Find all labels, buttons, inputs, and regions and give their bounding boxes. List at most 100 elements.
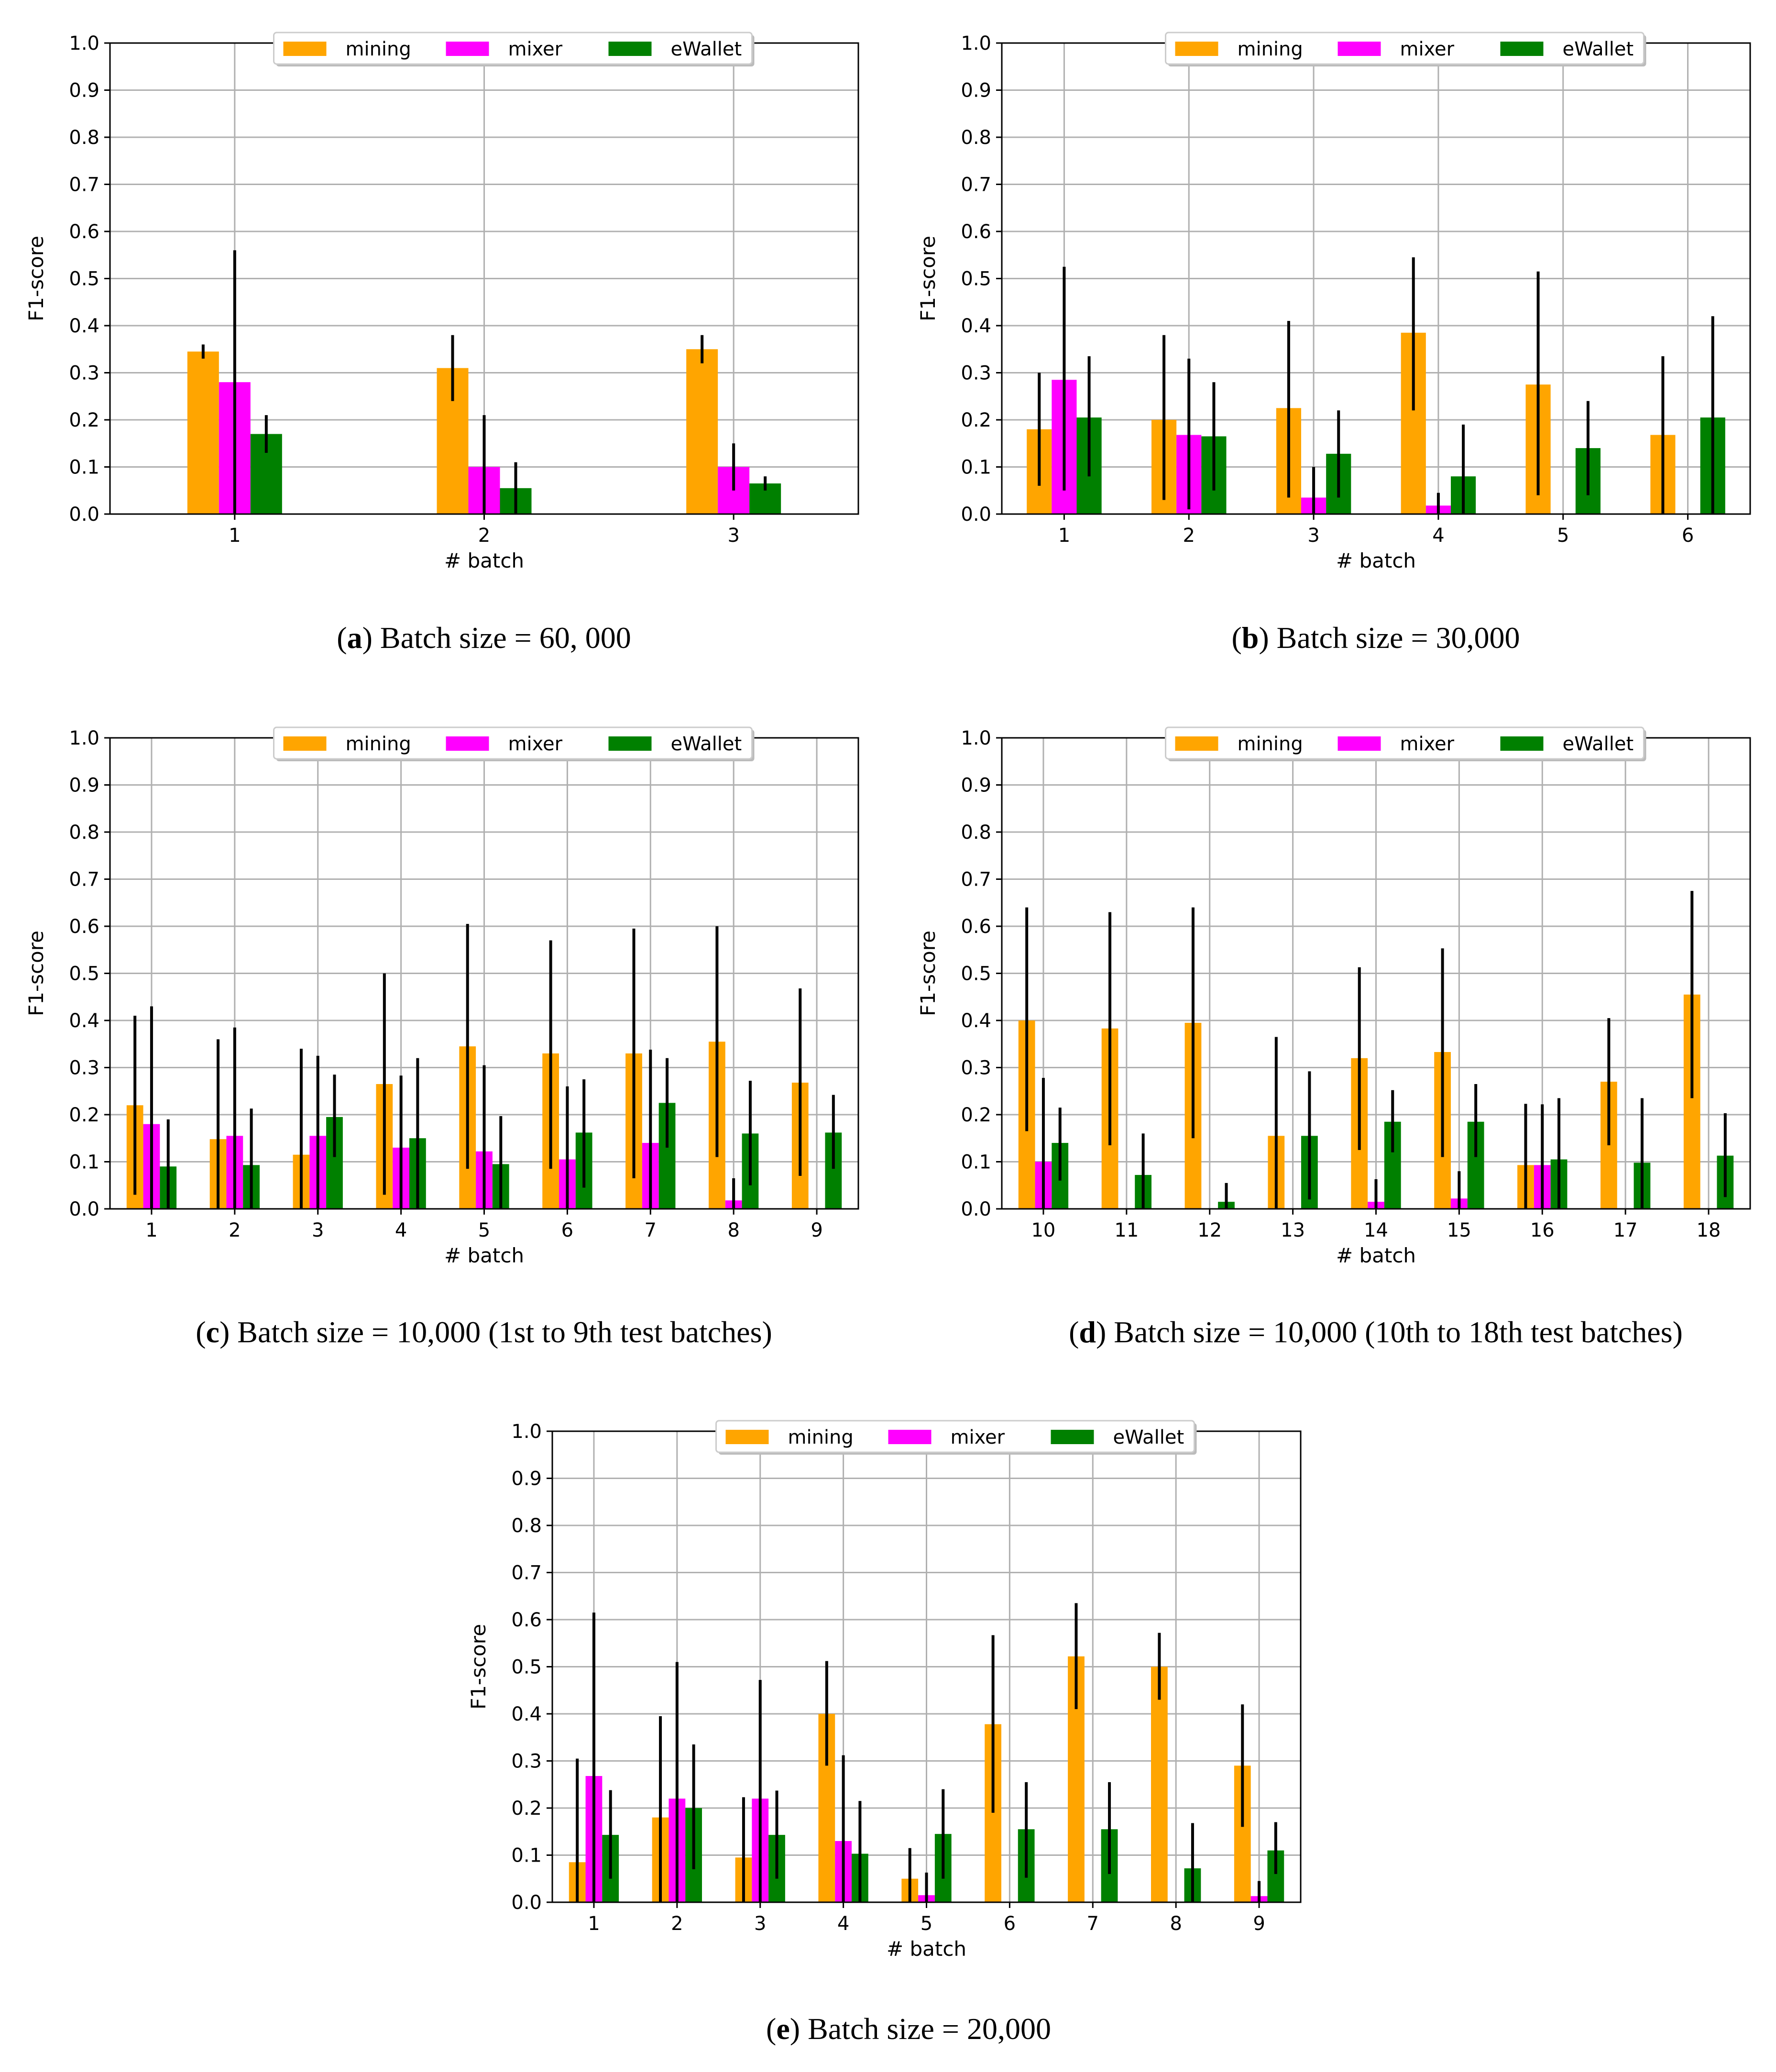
legend-swatch-mixer: [446, 736, 489, 751]
y-tick-label: 0.2: [69, 409, 99, 431]
y-tick-label: 0.4: [69, 315, 99, 337]
y-tick-label: 0.2: [961, 409, 991, 431]
y-axis-label: F1-score: [916, 931, 940, 1016]
y-tick-label: 0.1: [69, 1151, 99, 1173]
x-tick-label: 18: [1697, 1219, 1721, 1241]
x-tick-label: 6: [1004, 1913, 1016, 1935]
legend-swatch-mixer: [446, 42, 489, 56]
y-tick-label: 0.8: [961, 822, 991, 844]
legend-label-eWallet: eWallet: [671, 38, 742, 60]
legend-label-eWallet: eWallet: [1563, 38, 1634, 60]
legend-swatch-eWallet: [1500, 736, 1544, 751]
y-tick-label: 0.2: [69, 1104, 99, 1126]
x-tick-label: 3: [754, 1913, 766, 1935]
caption-letter: c: [206, 1315, 219, 1349]
legend-label-mixer: mixer: [1400, 733, 1455, 755]
x-tick-label: 4: [1432, 525, 1444, 547]
x-tick-label: 8: [727, 1219, 739, 1241]
x-tick-label: 11: [1114, 1219, 1139, 1241]
x-tick-label: 5: [478, 1219, 490, 1241]
y-tick-label: 0.5: [961, 268, 991, 290]
legend-swatch-mining: [283, 42, 327, 56]
caption-text: ) Batch size = 20,000: [790, 2012, 1051, 2046]
y-tick-label: 0.8: [511, 1515, 542, 1537]
x-tick-label: 15: [1447, 1219, 1471, 1241]
caption-text: ) Batch size = 10,000 (1st to 9th test b…: [219, 1315, 772, 1349]
y-tick-label: 0.5: [69, 963, 99, 985]
caption-letter: e: [776, 2012, 789, 2046]
y-axis-label: F1-score: [467, 1624, 490, 1710]
x-tick-label: 9: [1253, 1913, 1265, 1935]
legend-box: [1165, 32, 1644, 65]
bar-mining: [1151, 1666, 1168, 1902]
y-tick-label: 0.1: [69, 457, 99, 479]
x-axis-label: # batch: [444, 549, 524, 572]
legend-label-mining: mining: [1238, 733, 1303, 755]
y-tick-label: 0.9: [69, 80, 99, 102]
y-tick-label: 1.0: [961, 33, 991, 55]
legend-label-eWallet: eWallet: [1563, 733, 1634, 755]
caption-open-paren: (: [1069, 1315, 1079, 1349]
caption-text: ) Batch size = 10,000 (10th to 18th test…: [1096, 1315, 1683, 1349]
y-tick-label: 0.6: [511, 1609, 542, 1631]
legend-box: [273, 726, 753, 760]
x-tick-label: 14: [1364, 1219, 1388, 1241]
panel-b: 0.0 0.1 0.2 0.3 0.4 0.5 0.6 0.7 0.8 0.9 1.0 1 2 3 4 5 6 #…: [916, 32, 1751, 655]
caption-text: ) Batch size = 60, 000: [362, 621, 631, 655]
y-tick-label: 0.3: [961, 362, 991, 384]
legend-label-eWallet: eWallet: [671, 733, 742, 755]
y-tick-label: 0.5: [69, 268, 99, 290]
x-tick-label: 3: [1307, 525, 1319, 547]
x-tick-label: 1: [229, 525, 241, 547]
x-tick-label: 1: [588, 1913, 600, 1935]
y-tick-label: 0.4: [961, 315, 991, 337]
x-tick-label: 16: [1530, 1219, 1555, 1241]
x-tick-label: 5: [921, 1913, 932, 1935]
caption-open-paren: (: [1231, 621, 1241, 655]
x-tick-label: 2: [671, 1913, 683, 1935]
legend-swatch-mixer: [1337, 42, 1381, 56]
x-tick-label: 3: [312, 1219, 324, 1241]
y-tick-label: 0.0: [961, 1198, 991, 1220]
x-tick-label: 8: [1170, 1913, 1182, 1935]
legend-swatch-mixer: [1337, 736, 1381, 751]
x-tick-label: 1: [145, 1219, 157, 1241]
panel-caption: (c) Batch size = 10,000 (1st to 9th test…: [196, 1315, 772, 1349]
legend-label-mixer: mixer: [508, 38, 563, 60]
x-tick-label: 13: [1281, 1219, 1305, 1241]
y-tick-label: 0.6: [961, 916, 991, 938]
y-tick-label: 1.0: [511, 1421, 542, 1443]
y-tick-label: 0.2: [961, 1104, 991, 1126]
x-tick-label: 2: [1183, 525, 1195, 547]
y-tick-label: 0.6: [961, 221, 991, 243]
x-tick-label: 3: [727, 525, 739, 547]
legend-swatch-eWallet: [608, 42, 652, 56]
legend-swatch-mining: [283, 736, 327, 751]
legend-swatch-mining: [1175, 42, 1218, 56]
y-tick-label: 0.3: [69, 1057, 99, 1079]
x-axis-label: # batch: [444, 1244, 524, 1267]
caption-open-paren: (: [196, 1315, 206, 1349]
y-tick-label: 0.5: [961, 963, 991, 985]
x-tick-label: 4: [837, 1913, 849, 1935]
y-tick-label: 1.0: [69, 727, 99, 749]
y-tick-label: 0.0: [511, 1892, 542, 1914]
y-axis-label: F1-score: [24, 236, 48, 321]
x-tick-label: 5: [1557, 525, 1569, 547]
y-tick-label: 1.0: [69, 33, 99, 55]
x-tick-label: 6: [1682, 525, 1694, 547]
panel-c: 0.0 0.1 0.2 0.3 0.4 0.5 0.6 0.7 0.8 0.9 1.0 1 2 3 4 5 6 7…: [24, 726, 859, 1349]
y-tick-label: 0.3: [961, 1057, 991, 1079]
y-tick-label: 0.9: [961, 80, 991, 102]
x-axis-label: # batch: [1336, 549, 1416, 572]
y-tick-label: 0.3: [511, 1751, 542, 1773]
legend-label-mixer: mixer: [508, 733, 563, 755]
y-tick-label: 0.3: [69, 362, 99, 384]
y-tick-label: 0.0: [961, 504, 991, 526]
y-tick-label: 0.4: [961, 1010, 991, 1032]
panel-d: 0.0 0.1 0.2 0.3 0.4 0.5 0.6 0.7 0.8 0.9 1.0 10 11 12 1…: [916, 726, 1751, 1349]
caption-letter: b: [1242, 621, 1259, 655]
x-tick-label: 12: [1197, 1219, 1222, 1241]
legend-label-eWallet: eWallet: [1113, 1426, 1184, 1448]
x-tick-label: 7: [645, 1219, 657, 1241]
